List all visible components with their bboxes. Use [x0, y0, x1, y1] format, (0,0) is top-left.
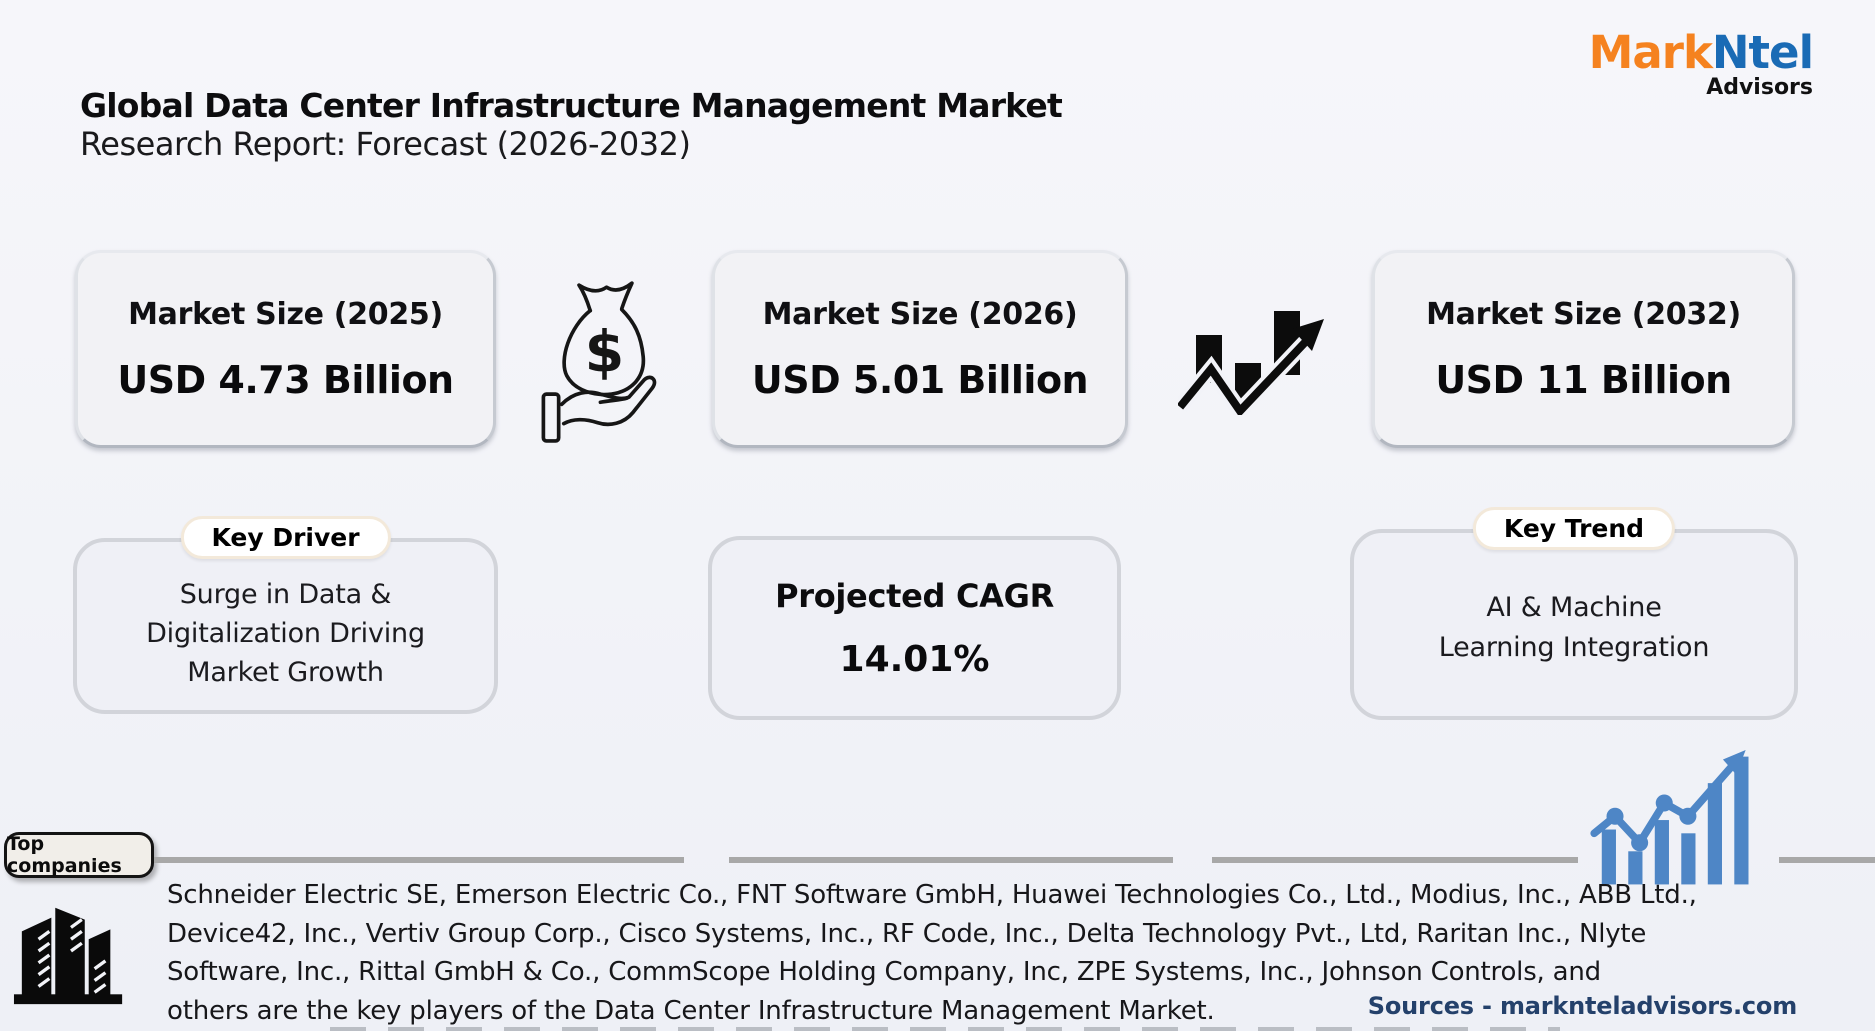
top-companies-badge: Top companies: [4, 832, 154, 878]
divider-line: [154, 857, 684, 863]
logo-wordmark: MarkNtel: [1589, 30, 1814, 75]
market-size-2025-card: Market Size (2025) USD 4.73 Billion: [75, 250, 496, 448]
key-trend-badge: Key Trend: [1472, 507, 1676, 550]
top-companies-text: Schneider Electric SE, Emerson Electric …: [167, 880, 1697, 1026]
market-size-2032-card: Market Size (2032) USD 11 Billion: [1372, 250, 1795, 448]
logo-advisors-text: Advisors: [1706, 75, 1813, 100]
market-size-2026-value: USD 5.01 Billion: [751, 357, 1089, 402]
market-size-2026-card: Market Size (2026) USD 5.01 Billion: [712, 250, 1128, 448]
key-trend-text: AI & Machine Learning Integration: [1438, 591, 1710, 663]
market-size-2025-value: USD 4.73 Billion: [117, 357, 454, 402]
markntel-logo: MarkNtel Advisors: [1589, 30, 1814, 100]
logo-mark-text: Mark: [1588, 26, 1713, 79]
money-bag-hand-icon: $: [538, 276, 673, 444]
bar-chart-trend-icon: [1590, 750, 1765, 892]
key-driver-text: Surge in Data & Digitalization Driving M…: [146, 578, 425, 688]
key-trend-card: Key Trend AI & Machine Learning Integrat…: [1350, 507, 1798, 720]
market-size-2032-value: USD 11 Billion: [1435, 357, 1732, 402]
projected-cagr-card: Projected CAGR 14.01%: [708, 536, 1121, 720]
page-subtitle: Research Report: Forecast (2026-2032): [80, 124, 691, 163]
cagr-label: Projected CAGR: [775, 576, 1054, 615]
divider-line: [1779, 857, 1875, 863]
divider-line: [1212, 857, 1578, 863]
report-title-block: Global Data Center Infrastructure Manage…: [80, 86, 1063, 163]
market-size-2025-label: Market Size (2025): [128, 296, 443, 332]
key-driver-card: Key Driver Surge in Data & Digitalizatio…: [73, 516, 498, 714]
divider-line: [729, 857, 1173, 863]
key-driver-badge: Key Driver: [180, 516, 391, 559]
bottom-dashed-line: [330, 1027, 1560, 1031]
source-link[interactable]: Sources - marknteladvisors.com: [1367, 992, 1797, 1020]
logo-ntel-text: Ntel: [1711, 26, 1814, 79]
cagr-value: 14.01%: [839, 638, 990, 680]
svg-text:$: $: [585, 320, 625, 386]
buildings-icon: [12, 897, 130, 1009]
growth-bars-arrow-icon: [1178, 293, 1328, 415]
page-title: Global Data Center Infrastructure Manage…: [80, 86, 1063, 125]
market-size-2032-label: Market Size (2032): [1426, 296, 1741, 332]
market-size-2026-label: Market Size (2026): [762, 296, 1078, 332]
